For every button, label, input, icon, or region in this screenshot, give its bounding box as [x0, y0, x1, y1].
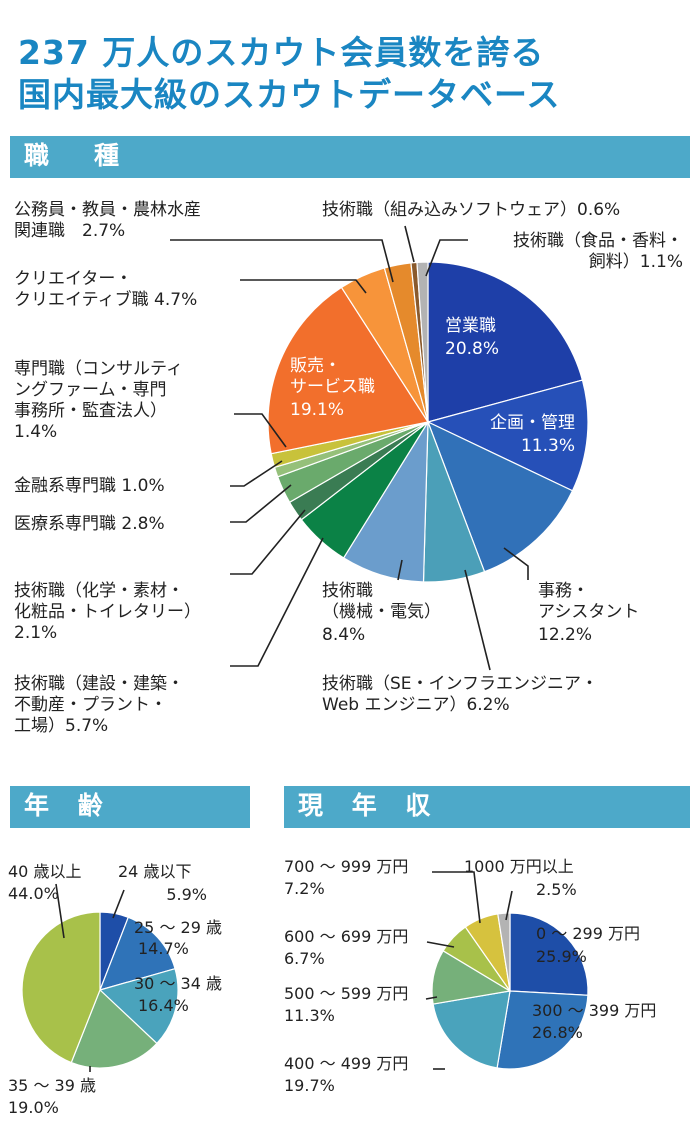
slice-label: 販売・ — [290, 356, 341, 376]
slice-value-label: 8.4% — [322, 625, 365, 645]
slice-label: 400 ～ 499 万円 — [284, 1054, 408, 1073]
leader-line — [112, 889, 125, 919]
slice-label: 25 ～ 29 歳 — [134, 918, 222, 937]
slice-value-label: 14.7% — [138, 939, 189, 958]
slice-value-label: 12.2% — [538, 625, 592, 645]
slice-label: 企画・管理 — [490, 413, 575, 433]
pie-slice — [497, 912, 511, 992]
slice-label: 40 歳以上 — [8, 862, 81, 881]
slice-label: クリエイター・ — [14, 269, 132, 289]
pie-slice — [21, 911, 101, 1064]
slice-label: 公務員・教員・農林水産 — [14, 200, 201, 220]
slice-label: 技術職 — [322, 581, 373, 601]
leader-line — [230, 537, 324, 667]
section-header-age: 年 齢 — [10, 786, 250, 828]
slice-label: 35 ～ 39 歳 — [8, 1076, 96, 1095]
slice-label: 700 ～ 999 万円 — [284, 857, 408, 876]
slice-value-label: 2.5% — [536, 880, 577, 899]
slice-label: 0 ～ 299 万円 — [536, 924, 640, 943]
slice-label: 金融系専門職 1.0% — [14, 476, 165, 496]
slice-label: 技術職（組み込みソフトウェア）0.6% — [322, 200, 620, 220]
leader-line — [230, 509, 306, 575]
slice-label: （機械・電気） — [322, 602, 441, 622]
slice-value-label: 19.1% — [290, 400, 344, 420]
slice-value-label: 11.3% — [521, 436, 575, 456]
leader-line — [432, 871, 481, 924]
slice-label: 飼料）1.1% — [589, 252, 683, 272]
leader-line — [425, 239, 468, 277]
slice-label: 医療系専門職 2.8% — [14, 514, 165, 534]
slice-label: 1.4% — [14, 422, 57, 442]
pie-slice — [342, 419, 429, 583]
slice-value-label: 7.2% — [284, 879, 325, 898]
slice-label: 2.1% — [14, 623, 57, 643]
pie-slice — [427, 261, 584, 423]
leader-line — [234, 413, 287, 448]
slice-label: 24 歳以下 — [118, 862, 191, 881]
slice-label: アシスタント — [538, 602, 639, 622]
leader-line — [505, 890, 513, 921]
slice-label: 技術職（建設・建築・ — [14, 674, 184, 694]
leader-line — [240, 279, 367, 294]
pie-slice — [426, 420, 574, 573]
slice-label: 技術職（食品・香料・ — [513, 231, 683, 251]
slice-value-label: 19.7% — [284, 1076, 335, 1095]
slice-value-label: 6.7% — [284, 949, 325, 968]
pie-chart-0: 営業職 20.8% 企画・管理 11.3% 事務・アシスタント 12.2% 技術職（SE・イ… — [14, 200, 683, 736]
slice-value-label: 44.0% — [8, 884, 59, 903]
pie-slice — [432, 990, 511, 1069]
slice-label: 工場）5.7% — [14, 716, 108, 736]
leader-line — [170, 239, 394, 283]
slice-value-label: 26.8% — [532, 1023, 583, 1042]
leader-line — [464, 569, 491, 671]
slice-label: 専門職（コンサルティ — [14, 359, 183, 379]
pie-slice — [267, 286, 429, 455]
section-header-occupation: 職 種 — [10, 136, 690, 178]
pie-slice — [509, 912, 589, 996]
leader-line — [425, 996, 438, 1000]
slice-label: 技術職（化学・素材・ — [14, 581, 184, 601]
slice-label: 事務・ — [538, 581, 589, 601]
slice-value-label: 19.0% — [8, 1098, 59, 1117]
slice-value-label: 11.3% — [284, 1006, 335, 1025]
headline-line-1: 237 万人のスカウト会員数を誇る — [18, 33, 545, 72]
leader-line — [503, 547, 529, 580]
leader-line — [230, 484, 292, 523]
slice-label: 不動産・プラント・ — [14, 695, 167, 715]
pie-slice — [416, 261, 429, 423]
pie-slice — [98, 967, 179, 1045]
slice-value-label: 20.8% — [445, 339, 499, 359]
slice-value-label: 16.4% — [138, 996, 189, 1015]
pie-slice — [426, 379, 589, 492]
leader-line — [55, 883, 65, 939]
slice-label: 300 ～ 399 万円 — [532, 1001, 656, 1020]
slice-label: クリエイティブ職 4.7% — [14, 289, 197, 310]
slice-label: 関連職 2.7% — [14, 221, 125, 241]
pie-chart-2: 0 ～ 299 万円 25.9% 300 ～ 399 万円 26.8% 400 ～ 49… — [284, 857, 656, 1095]
slice-label: 化粧品・トイレタリー） — [14, 602, 201, 622]
leader-line — [404, 225, 415, 263]
pie-chart-1: 24 歳以下 5.9% 25 ～ 29 歳 14.7% 30 ～ 34 歳 16.4% 35… — [8, 862, 222, 1117]
slice-value-label: 25.9% — [536, 947, 587, 966]
leader-line — [397, 559, 403, 581]
slice-label: サービス職 — [290, 377, 375, 397]
pie-slice — [99, 916, 176, 991]
slice-label: 営業職 — [445, 316, 496, 336]
slice-label: 30 ～ 34 歳 — [134, 974, 222, 993]
pie-slice — [496, 990, 589, 1070]
slice-label: Web エンジニア）6.2% — [322, 695, 510, 715]
leader-line — [230, 460, 283, 487]
slice-label: 技術職（SE・インフラエンジニア・ — [322, 674, 598, 694]
section-header-income: 現 年 収 — [284, 786, 690, 828]
slice-label: 1000 万円以上 — [464, 857, 574, 876]
slice-label: ングファーム・専門 — [14, 380, 167, 400]
leader-line — [426, 941, 455, 948]
slice-label: 600 ～ 699 万円 — [284, 927, 408, 946]
slice-value-label: 5.9% — [166, 885, 207, 904]
slice-label: 事務所・監査法人） — [14, 401, 167, 421]
slice-label: 500 ～ 599 万円 — [284, 984, 408, 1003]
headline-line-2: 国内最大級のスカウトデータベース — [18, 75, 561, 114]
